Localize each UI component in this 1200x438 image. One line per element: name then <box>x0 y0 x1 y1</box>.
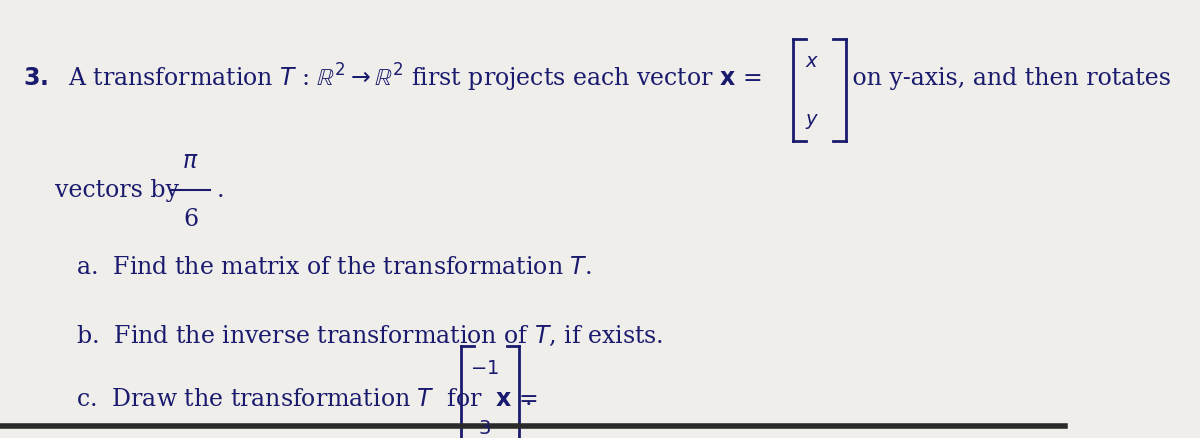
Text: a.  Find the matrix of the transformation $T$.: a. Find the matrix of the transformation… <box>76 255 592 279</box>
Text: .: . <box>524 386 533 409</box>
Text: c.  Draw the transformation $T$  for  $\mathbf{x}$ =: c. Draw the transformation $T$ for $\mat… <box>76 387 538 410</box>
Text: vectors by: vectors by <box>54 179 179 202</box>
Text: .: . <box>216 179 224 202</box>
Text: $x$: $x$ <box>805 53 820 71</box>
Text: $y$: $y$ <box>805 112 820 131</box>
Text: b.  Find the inverse transformation of $T$, if exists.: b. Find the inverse transformation of $T… <box>76 323 664 347</box>
Text: $3$: $3$ <box>478 419 491 437</box>
Text: $\mathbf{3.}$  A transformation $T$ : $\mathbb{R}^2 \rightarrow \mathbb{R}^2$ fi: $\mathbf{3.}$ A transformation $T$ : $\m… <box>23 62 761 94</box>
Text: on y-axis, and then rotates: on y-axis, and then rotates <box>845 67 1171 89</box>
Text: 6: 6 <box>184 208 198 231</box>
Text: $-1$: $-1$ <box>470 360 499 378</box>
Text: $\pi$: $\pi$ <box>182 150 199 173</box>
